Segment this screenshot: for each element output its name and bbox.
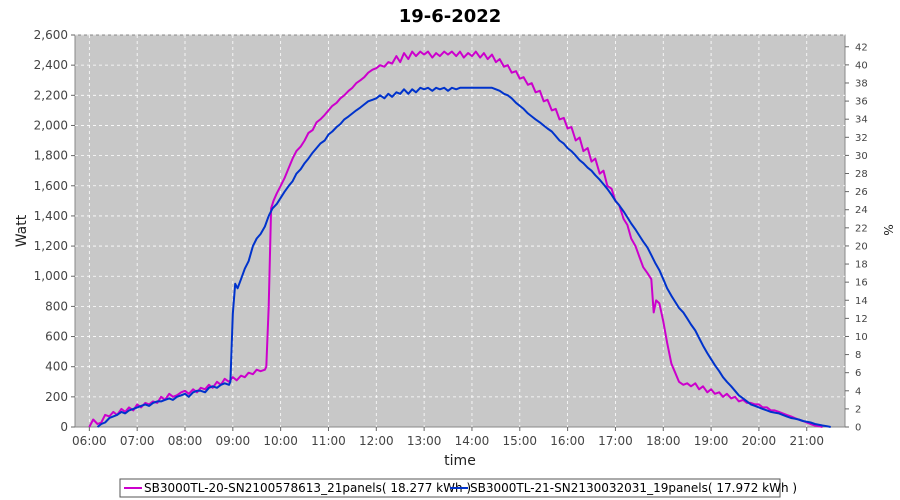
y-right-tick-label: 2 [855,404,861,415]
y-right-tick-label: 10 [855,332,868,343]
x-tick-label: 11:00 [311,434,346,448]
y-tick-label: 2,000 [34,118,68,132]
y-tick-label: 1,400 [34,209,68,223]
y-right-tick-label: 34 [855,115,868,126]
y-right-tick-label: 22 [855,223,868,234]
y-right-tick-label: 38 [855,78,868,89]
y-right-tick-label: 30 [855,151,868,162]
chart-title: 19-6-2022 [399,6,502,27]
y-tick-label: 1,600 [34,179,68,193]
legend-label-series-0: SB3000TL-20-SN2100578613_21panels( 18.27… [144,481,471,495]
y-tick-label: 200 [45,390,68,404]
y-right-tick-label: 4 [855,386,861,397]
x-tick-label: 19:00 [694,434,729,448]
plot-area [74,34,846,428]
y-right-tick-label: 28 [855,169,868,180]
x-axis: 06:00 07:00 08:00 09:00 10:00 11:00 12:00 13:00… [72,427,824,448]
grid-lines [75,34,845,427]
legend-label-series-1: SB3000TL-21-SN2130032031_19panels( 17.97… [470,481,797,495]
y-right-tick-label: 40 [855,60,868,71]
x-tick-label: 21:00 [789,434,824,448]
x-tick-label: 15:00 [502,434,537,448]
x-tick-label: 10:00 [263,434,298,448]
legend: SB3000TL-20-SN2100578613_21panels( 18.27… [119,478,797,498]
y-tick-label: 2,600 [34,28,68,42]
y-right-tick-label: 6 [855,368,861,379]
y-tick-label: 1,000 [34,269,68,283]
y-right-tick-label: 0 [855,423,861,434]
y-right-tick-label: 36 [855,97,868,108]
y-right-tick-label: 16 [855,278,868,289]
y-right-tick-label: 20 [855,241,868,252]
x-tick-label: 14:00 [455,434,490,448]
x-tick-label: 08:00 [168,434,203,448]
y-right-tick-label: 32 [855,133,868,144]
y-right-tick-label: 26 [855,187,868,198]
x-tick-label: 07:00 [120,434,155,448]
x-tick-label: 13:00 [407,434,442,448]
y-tick-label: 600 [45,330,68,344]
series-lines [88,50,831,428]
y-tick-label: 800 [45,299,68,313]
y-tick-label: 2,400 [34,58,68,72]
y-tick-label: 0 [60,420,68,434]
x-tick-label: 18:00 [646,434,681,448]
x-tick-label: 20:00 [742,434,777,448]
y-tick-label: 400 [45,360,68,374]
y-right-tick-label: 14 [855,296,868,307]
x-tick-label: 12:00 [359,434,394,448]
x-tick-label: 16:00 [550,434,585,448]
y-right-tick-label: 12 [855,314,868,325]
y-right-tick-label: 8 [855,350,861,361]
y-tick-label: 1,200 [34,239,68,253]
y-tick-label: 2,200 [34,88,68,102]
y-axis-left: 0 200 400 600 800 1,000 1,200 1,400 1,600 1,800 2,… [34,28,75,434]
x-tick-label: 06:00 [72,434,107,448]
y-right-tick-label: 42 [855,42,868,53]
series-line-1 [96,86,831,428]
x-tick-label: 09:00 [216,434,251,448]
y-axis-label-right: % [881,224,895,235]
x-tick-label: 17:00 [598,434,633,448]
y-tick-label: 1,800 [34,149,68,163]
x-axis-label: time [444,453,476,469]
y-right-tick-label: 18 [855,260,868,271]
y-axis-label: Watt [14,214,30,247]
y-right-tick-label: 24 [855,205,868,216]
